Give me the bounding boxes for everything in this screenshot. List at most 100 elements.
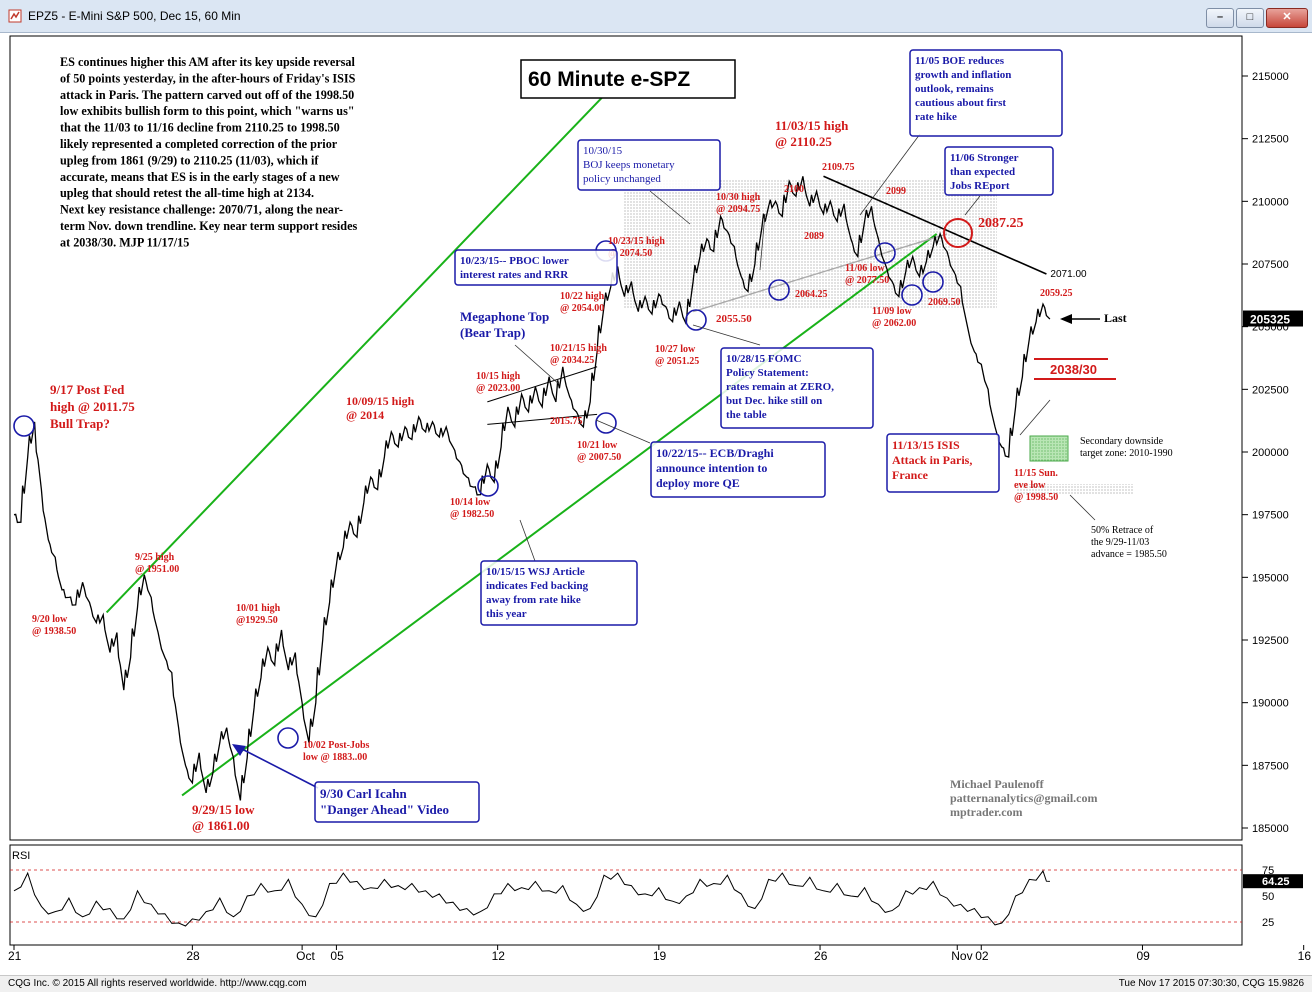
news-callout-text: rates remain at ZERO, [726, 381, 834, 393]
price-label: @ 1951.00 [135, 564, 179, 575]
price-label: 10/30 high [716, 192, 761, 203]
news-callout-box [886, 433, 1000, 493]
y-tick-label: 210000 [1252, 196, 1289, 208]
news-callout-box [720, 347, 874, 429]
x-tick-label: Oct [296, 949, 315, 963]
lower-channel-line [181, 233, 938, 797]
news-callout-text: than expected [950, 166, 1015, 178]
price-label: eve low [1014, 480, 1046, 491]
y-tick-label: 197500 [1252, 510, 1289, 522]
commentary-line: likely represented a completed correctio… [60, 137, 338, 151]
news-callout-text: Policy Statement: [726, 367, 809, 379]
y-tick-label: 202500 [1252, 384, 1289, 396]
news-callout-text: policy unchanged [583, 173, 661, 185]
author-credit: patternanalytics@gmail.com [950, 791, 1097, 805]
y-tick-label: 192500 [1252, 635, 1289, 647]
minimize-icon: – [1216, 11, 1224, 23]
rsi-tick-label: 25 [1262, 917, 1274, 929]
leader-line [759, 213, 766, 271]
trendline-value-label: 2071.00 [1050, 269, 1087, 280]
commentary-line: ES continues higher this AM after its ke… [60, 55, 355, 69]
leader-line [964, 195, 981, 216]
resistance-circle [943, 218, 973, 248]
maximize-button[interactable]: □ [1236, 8, 1264, 28]
news-callout-text: this year [486, 608, 527, 620]
news-callout-text: outlook, remains [915, 83, 994, 95]
rsi-last-label: 64.25 [1262, 876, 1290, 888]
last-price-label: 205325 [1250, 313, 1290, 327]
price-label: 11/15 Sun. [1014, 468, 1058, 479]
close-icon: ✕ [1282, 11, 1292, 23]
rsi-label: RSI [12, 850, 30, 862]
news-callout-box [314, 781, 480, 823]
leader-line [1069, 494, 1096, 521]
rsi-last-marker [1243, 874, 1303, 889]
price-label: 10/15 high [476, 371, 521, 382]
y-tick-label: 212500 [1252, 134, 1289, 146]
price-label: 2069.50 [928, 297, 961, 308]
author-credit: mptrader.com [950, 805, 1023, 819]
window-title: EPZ5 - E-Mini S&P 500, Dec 15, 60 Min [28, 9, 241, 23]
close-button[interactable]: ✕ [1266, 8, 1308, 28]
price-label: 2064.25 [795, 289, 828, 300]
price-label: 9/29/15 low [192, 802, 255, 817]
news-callout-text: 9/30 Carl Icahn [320, 786, 407, 801]
news-callout-text: 10/30/15 [583, 145, 623, 157]
price-label: 10/14 low [450, 497, 491, 508]
icahn-arrow-head [232, 744, 246, 756]
price-label: @ 1998.50 [1014, 492, 1058, 503]
price-label: 11/03/15 high [775, 118, 849, 133]
y-tick-label: 207500 [1252, 259, 1289, 271]
rsi-series [13, 869, 1050, 927]
price-label: Bull Trap? [50, 416, 110, 431]
pattern-label: (Bear Trap) [460, 325, 525, 340]
note-label: Last [1104, 311, 1127, 325]
y-tick-label: 215000 [1252, 71, 1289, 83]
commentary-line: low exhibits bullish form to this point,… [60, 104, 355, 118]
news-callout-text: 10/22/15-- ECB/Draghi [656, 446, 774, 460]
price-label: 9/20 low [32, 614, 68, 625]
x-tick-label: 12 [492, 949, 506, 963]
pattern-label: Megaphone Top [460, 309, 549, 324]
upper-channel-line [105, 62, 636, 614]
price-label: 2099 [886, 186, 906, 197]
down-trendline [823, 175, 1047, 275]
rsi-tick-label: 75 [1262, 865, 1274, 877]
megaphone-upper-line [487, 366, 598, 403]
commentary-line: accurate, means that ES is in the early … [60, 170, 340, 184]
chart-title: 60 Minute e-SPZ [528, 68, 690, 91]
leader-line [859, 133, 921, 216]
icahn-arrow-line [239, 747, 319, 789]
commentary-line: Next key resistance challenge: 2070/71, … [60, 203, 343, 217]
x-tick-label: 19 [653, 949, 667, 963]
pivot-circle [13, 415, 35, 437]
x-tick-label: 21 [8, 949, 22, 963]
price-label: @ 1861.00 [192, 818, 250, 833]
leader-line [514, 344, 561, 386]
leader-line [595, 419, 651, 444]
price-label: @ 2110.25 [775, 134, 832, 149]
author-credit: Michael Paulenoff [950, 777, 1045, 791]
price-series [13, 176, 1051, 801]
price-label: 2055.50 [716, 313, 752, 325]
price-label: 2059.25 [1040, 288, 1073, 299]
price-label: @ 2051.25 [655, 356, 699, 367]
leader-line [519, 519, 536, 562]
price-label: @ 1938.50 [32, 626, 76, 637]
y-tick-label: 200000 [1252, 447, 1289, 459]
x-tick-label: 05 [330, 949, 344, 963]
x-tick-label: 02 [975, 949, 989, 963]
support-label: 2038/30 [1050, 362, 1097, 377]
price-chart[interactable]: 2150002125002100002075002050002025002000… [0, 32, 1312, 975]
price-label: 11/06 low [845, 263, 886, 274]
x-tick-label: 26 [814, 949, 828, 963]
title-bar: EPZ5 - E-Mini S&P 500, Dec 15, 60 Min – … [0, 0, 1312, 33]
pivot-circle [901, 284, 923, 306]
price-label: 2109.75 [822, 162, 855, 173]
note-label: the 9/29-11/03 [1091, 537, 1149, 548]
pivot-circle [685, 309, 707, 331]
news-callout-text: rate hike [915, 111, 957, 123]
minimize-button[interactable]: – [1206, 8, 1234, 28]
pivot-circle [922, 271, 944, 293]
